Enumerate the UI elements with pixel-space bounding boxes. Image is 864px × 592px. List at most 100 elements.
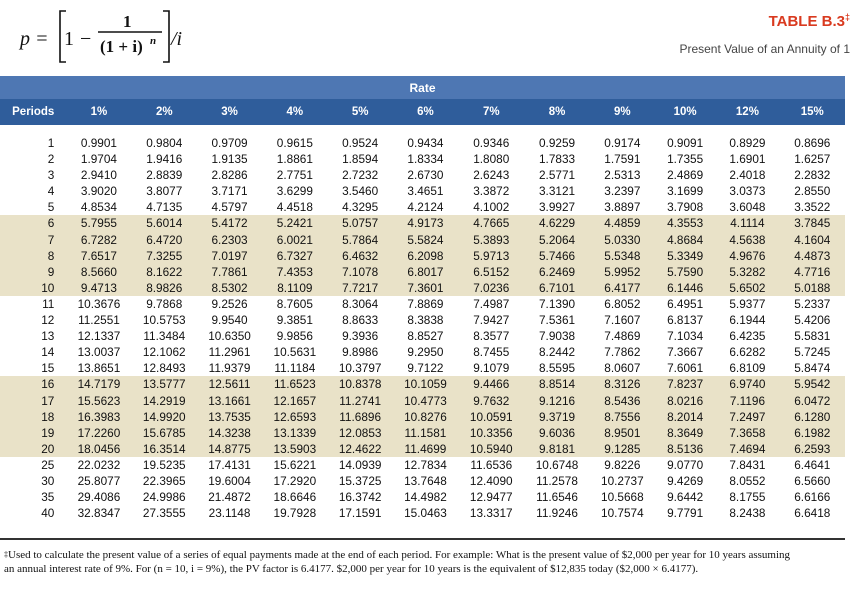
- period-cell: 16: [0, 376, 67, 393]
- column-header-rate: 7%: [482, 106, 500, 118]
- factor-cell: 5.2064: [524, 231, 590, 248]
- factor-cell: 9.1079: [473, 361, 510, 376]
- factor-cell: 5.7466: [524, 247, 590, 264]
- factor-cell: 12.7834: [404, 457, 447, 472]
- formula-lhs: p =: [18, 28, 49, 50]
- factor-cell: 4.7665: [458, 215, 525, 232]
- factor-cell: 12.8493: [142, 361, 186, 376]
- factor-cell: 4.1604: [779, 231, 845, 248]
- factor-cell: 2.7751: [276, 168, 313, 183]
- factor-cell: 6.6282: [729, 345, 766, 360]
- factor-cell: 17.2920: [273, 473, 317, 488]
- factor-cell: 12.1657: [262, 392, 328, 409]
- annuity-table: Rate Periods 1% 2% 3% 4% 5% 6% 7% 8% 9% 10% 12% 15% …: [0, 76, 845, 531]
- table-title-mark: ‡: [844, 12, 850, 22]
- factor-cell: 3.8077: [146, 184, 183, 199]
- footnote-line-2: an annual interest rate of 9%. For (n = …: [4, 563, 699, 575]
- formula-exponent: n: [150, 35, 156, 47]
- column-header-rate: 5%: [351, 106, 369, 118]
- factor-cell: 23.1148: [208, 506, 251, 521]
- factor-cell: 6.4177: [589, 279, 655, 296]
- factor-cell: 11.1581: [392, 424, 459, 441]
- factor-cell: 12.9477: [469, 490, 513, 505]
- factor-cell: 6.4951: [667, 296, 704, 311]
- factor-cell: 3.7908: [667, 200, 704, 215]
- table-row: 3 2.9410 2.8839 2.8286 2.7751 2.7232 2.6730 2.6…: [0, 167, 845, 183]
- factor-cell: 13.5903: [262, 440, 328, 457]
- period-cell: 35: [41, 490, 55, 505]
- factor-cell: 7.3667: [667, 345, 704, 360]
- factor-cell: 8.1755: [729, 490, 766, 505]
- factor-cell: 11.9379: [208, 361, 251, 376]
- table-row: 17 15.5623 14.2919 13.1661 12.1657 11.2741 10.…: [0, 392, 845, 409]
- factor-cell: 21.4872: [208, 490, 251, 505]
- factor-cell: 29.4086: [77, 490, 121, 505]
- factor-cell: 0.9091: [667, 136, 704, 150]
- factor-cell: 4.6229: [524, 215, 590, 232]
- factor-cell: 7.1196: [715, 392, 780, 409]
- table-row: 8 7.6517 7.3255 7.0197 6.7327 6.4632 6.2098 5.9…: [0, 247, 845, 264]
- period-cell: 8: [0, 247, 67, 264]
- factor-cell: 9.9856: [276, 329, 313, 344]
- factor-cell: 10.2737: [601, 473, 644, 488]
- factor-cell: 15.6221: [273, 457, 317, 472]
- factor-cell: 1.8594: [342, 152, 379, 167]
- factor-cell: 25.8077: [77, 473, 121, 488]
- factor-cell: 6.4235: [729, 329, 766, 344]
- factor-cell: 4.4859: [589, 215, 655, 232]
- factor-cell: 7.1034: [667, 329, 704, 344]
- factor-cell: 3.9927: [539, 200, 576, 215]
- factor-cell: 8.3064: [342, 296, 379, 311]
- factor-cell: 6.1280: [779, 408, 845, 425]
- column-header-rate: 4%: [286, 106, 304, 118]
- factor-cell: 8.2442: [539, 345, 576, 360]
- factor-cell: 8.8633: [342, 313, 379, 328]
- factor-cell: 10.3676: [77, 296, 121, 311]
- factor-cell: 7.4353: [262, 263, 328, 280]
- factor-cell: 1.7355: [667, 152, 704, 167]
- factor-cell: 3.0373: [729, 184, 766, 199]
- rate-header: Rate: [0, 76, 845, 99]
- factor-cell: 0.9259: [539, 136, 576, 150]
- table-row: 2 1.9704 1.9416 1.9135 1.8861 1.8594 1.8334 1.8…: [0, 151, 845, 167]
- factor-cell: 12.5611: [196, 376, 263, 393]
- factor-cell: 10.0591: [458, 408, 525, 425]
- factor-cell: 4.5797: [211, 200, 248, 215]
- factor-cell: 2.4018: [729, 168, 766, 183]
- factor-cell: 13.5777: [131, 376, 197, 393]
- factor-cell: 6.6418: [794, 506, 831, 521]
- factor-cell: 14.2919: [131, 392, 197, 409]
- factor-cell: 3.7171: [211, 184, 248, 199]
- factor-cell: 0.9174: [604, 136, 641, 150]
- factor-cell: 5.9952: [589, 263, 655, 280]
- factor-cell: 8.0216: [655, 392, 716, 409]
- factor-cell: 6.2098: [392, 247, 459, 264]
- factor-cell: 8.0607: [604, 361, 641, 376]
- factor-cell: 6.1446: [655, 279, 716, 296]
- factor-cell: 5.7245: [794, 345, 831, 360]
- spacer-cell: [0, 125, 845, 135]
- table-row: 35 29.4086 24.9986 21.4872 18.6646 16.3742 14.…: [0, 489, 845, 505]
- factor-cell: 7.1607: [604, 313, 641, 328]
- table-body: 1 0.9901 0.9804 0.9709 0.9615 0.9524 0.9434 0.9…: [0, 125, 845, 531]
- factor-cell: 6.8017: [392, 263, 459, 280]
- factor-cell: 17.4131: [208, 457, 251, 472]
- factor-cell: 7.8869: [407, 296, 444, 311]
- column-header-rate: 8%: [548, 106, 566, 118]
- factor-cell: 5.5824: [392, 231, 459, 248]
- factor-cell: 11.6536: [470, 457, 513, 472]
- formula-one: 1: [64, 28, 74, 50]
- factor-cell: 8.7605: [276, 296, 313, 311]
- factor-cell: 9.8181: [524, 440, 590, 457]
- table-row: 12 11.2551 10.5753 9.9540 9.3851 8.8633 8.3838…: [0, 312, 845, 328]
- table-row: 16 14.7179 13.5777 12.5611 11.6523 10.8378 10.…: [0, 376, 845, 393]
- table-row: 20 18.0456 16.3514 14.8775 13.5903 12.4622 11.…: [0, 440, 845, 457]
- period-cell: 19: [0, 424, 67, 441]
- factor-cell: 10.3797: [338, 361, 382, 376]
- factor-cell: 0.9346: [473, 136, 510, 150]
- factor-cell: 12.6593: [262, 408, 328, 425]
- factor-cell: 5.8474: [794, 361, 831, 376]
- table-title-block: TABLE B.3‡ Present Value of an Annuity o…: [679, 12, 850, 56]
- factor-cell: 5.4206: [794, 313, 831, 328]
- factor-cell: 13.7648: [404, 473, 447, 488]
